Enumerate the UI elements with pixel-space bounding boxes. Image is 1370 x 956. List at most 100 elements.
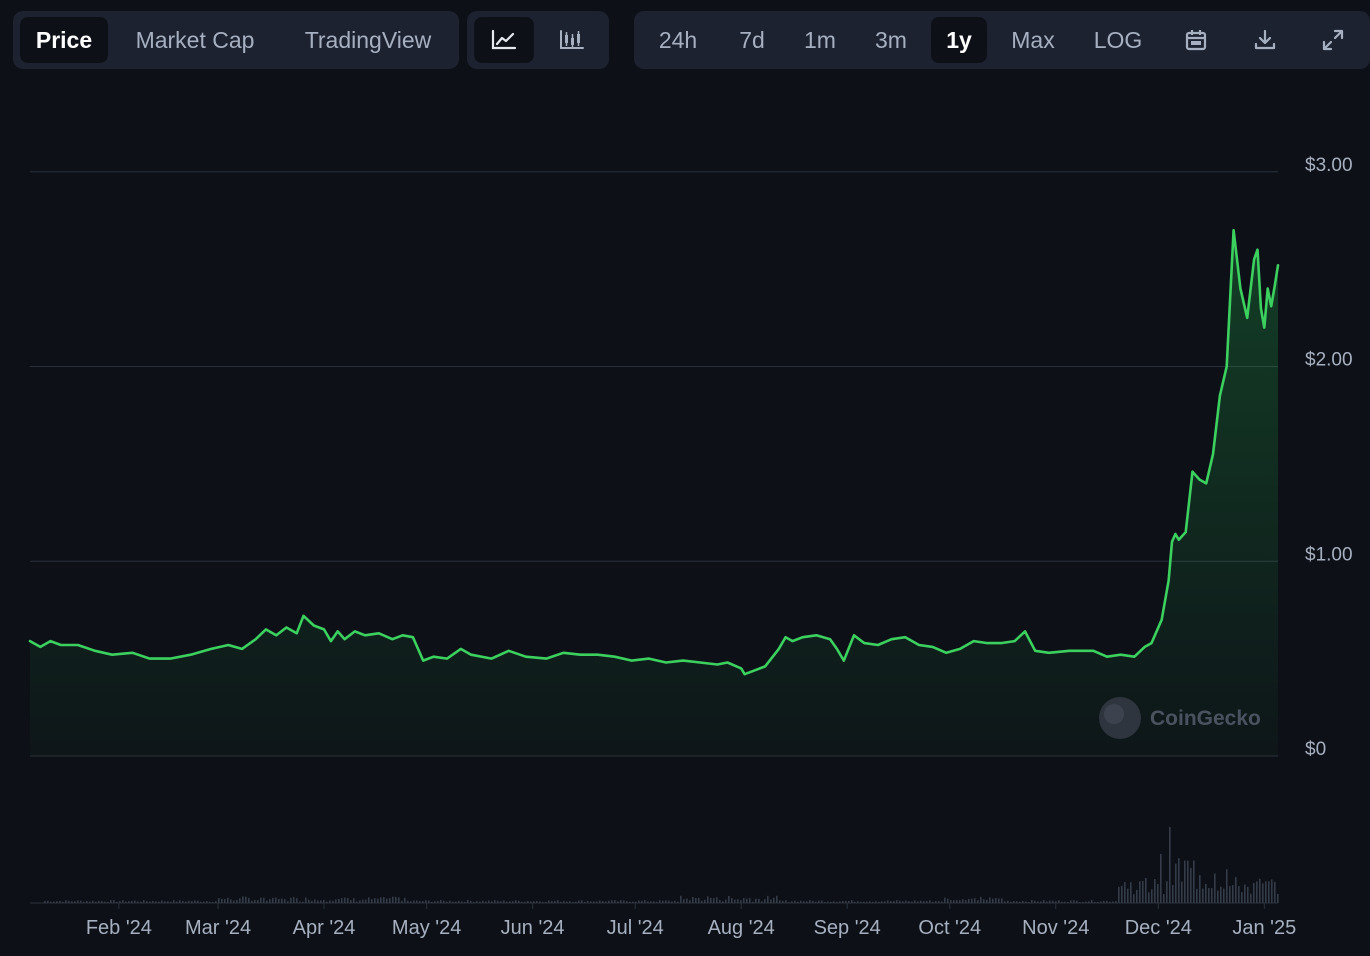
- volume-bar: [1022, 900, 1024, 903]
- volume-bar: [458, 900, 460, 903]
- coingecko-watermark: CoinGecko: [1099, 697, 1261, 739]
- volume-bar: [713, 898, 715, 903]
- volume-bar: [620, 900, 622, 903]
- volume-bar: [140, 901, 142, 903]
- volume-bar: [1118, 886, 1120, 903]
- volume-bar: [731, 898, 733, 903]
- volume-bar: [194, 900, 196, 903]
- volume-bar: [845, 900, 847, 903]
- volume-bar: [647, 901, 649, 903]
- volume-bar: [560, 901, 562, 903]
- x-axis-label: Apr '24: [293, 917, 356, 939]
- volume-bar: [1202, 888, 1204, 903]
- volume-bar: [1256, 881, 1258, 903]
- volume-bar: [404, 897, 406, 903]
- volume-bar: [65, 900, 67, 903]
- volume-bar: [257, 899, 259, 903]
- volume-bar: [1253, 882, 1255, 903]
- volume-bar: [1070, 900, 1072, 903]
- volume-bar: [119, 901, 121, 903]
- fullscreen-button[interactable]: [1308, 17, 1358, 63]
- range-1y-button[interactable]: 1y: [931, 17, 987, 63]
- line-chart-button[interactable]: [474, 17, 534, 63]
- volume-bar: [617, 901, 619, 903]
- volume-bar: [362, 899, 364, 903]
- volume-bar: [836, 901, 838, 903]
- volume-bar: [1199, 875, 1201, 903]
- x-axis-label: Sep '24: [814, 917, 881, 939]
- range-max-button[interactable]: Max: [1011, 26, 1055, 53]
- volume-bar: [365, 899, 367, 903]
- volume-bar: [962, 899, 964, 903]
- volume-bar: [971, 898, 973, 903]
- calendar-button[interactable]: [1171, 17, 1221, 63]
- volume-bar: [824, 901, 826, 903]
- x-axis-label: Aug '24: [708, 917, 775, 939]
- volume-bar: [923, 901, 925, 903]
- volume-bar: [125, 901, 127, 903]
- volume-bar: [1235, 877, 1237, 903]
- log-scale-button[interactable]: LOG: [1093, 26, 1143, 53]
- volume-bar: [767, 895, 769, 903]
- volume-bar: [74, 901, 76, 903]
- volume-bar: [566, 901, 568, 903]
- candlestick-chart-button[interactable]: [542, 17, 602, 63]
- volume-bar: [1034, 900, 1036, 903]
- volume-bar: [1013, 901, 1015, 903]
- volume-bar: [635, 901, 637, 903]
- volume-bar: [863, 901, 865, 903]
- range-7d-button[interactable]: 7d: [739, 26, 765, 53]
- volume-bar: [398, 897, 400, 903]
- x-axis-label: Jul '24: [607, 917, 664, 939]
- volume-bar: [608, 900, 610, 903]
- volume-bar: [185, 901, 187, 903]
- volume-bar: [380, 897, 382, 903]
- volume-bar: [332, 900, 334, 903]
- volume-bar: [1133, 894, 1135, 903]
- volume-bar: [56, 901, 58, 903]
- volume-bar: [890, 901, 892, 903]
- x-axis-label: Oct '24: [918, 917, 981, 939]
- volume-bar: [779, 900, 781, 903]
- calendar-icon: [1184, 28, 1208, 52]
- tab-market-cap[interactable]: Market Cap: [135, 26, 255, 53]
- volume-bar: [494, 900, 496, 903]
- volume-bar: [809, 900, 811, 903]
- volume-bar: [245, 896, 247, 903]
- range-3m-button[interactable]: 3m: [875, 26, 907, 53]
- volume-bar: [311, 900, 313, 903]
- volume-bar: [605, 901, 607, 903]
- range-24h-button[interactable]: 24h: [658, 26, 698, 53]
- tab-tradingview[interactable]: TradingView: [304, 26, 432, 53]
- download-button[interactable]: [1240, 17, 1290, 63]
- volume-bar: [422, 901, 424, 903]
- volume-bar: [1220, 886, 1222, 903]
- volume-bar: [1100, 901, 1102, 903]
- volume-bar: [1277, 893, 1279, 903]
- range-1m-button[interactable]: 1m: [804, 26, 836, 53]
- volume-bar: [761, 901, 763, 903]
- volume-bar: [698, 897, 700, 903]
- volume-bar: [911, 901, 913, 903]
- volume-bar: [518, 900, 520, 903]
- volume-bar: [1025, 901, 1027, 903]
- volume-bar: [287, 901, 289, 903]
- volume-bar: [197, 900, 199, 903]
- volume-bar: [395, 896, 397, 903]
- price-area: [30, 230, 1278, 756]
- volume-bar: [323, 899, 325, 903]
- volume-bar: [926, 901, 928, 903]
- volume-bar: [536, 900, 538, 903]
- volume-bar: [719, 900, 721, 903]
- volume-bar: [1250, 893, 1252, 903]
- volume-bar: [701, 900, 703, 903]
- volume-bar: [1049, 900, 1051, 903]
- line-chart-icon: [491, 29, 517, 51]
- x-axis-label: Feb '24: [86, 917, 152, 939]
- volume-bar: [680, 895, 682, 903]
- volume-bar: [1148, 892, 1150, 903]
- volume-bar: [356, 901, 358, 903]
- volume-bar: [221, 898, 223, 903]
- tab-price[interactable]: Price: [20, 17, 108, 63]
